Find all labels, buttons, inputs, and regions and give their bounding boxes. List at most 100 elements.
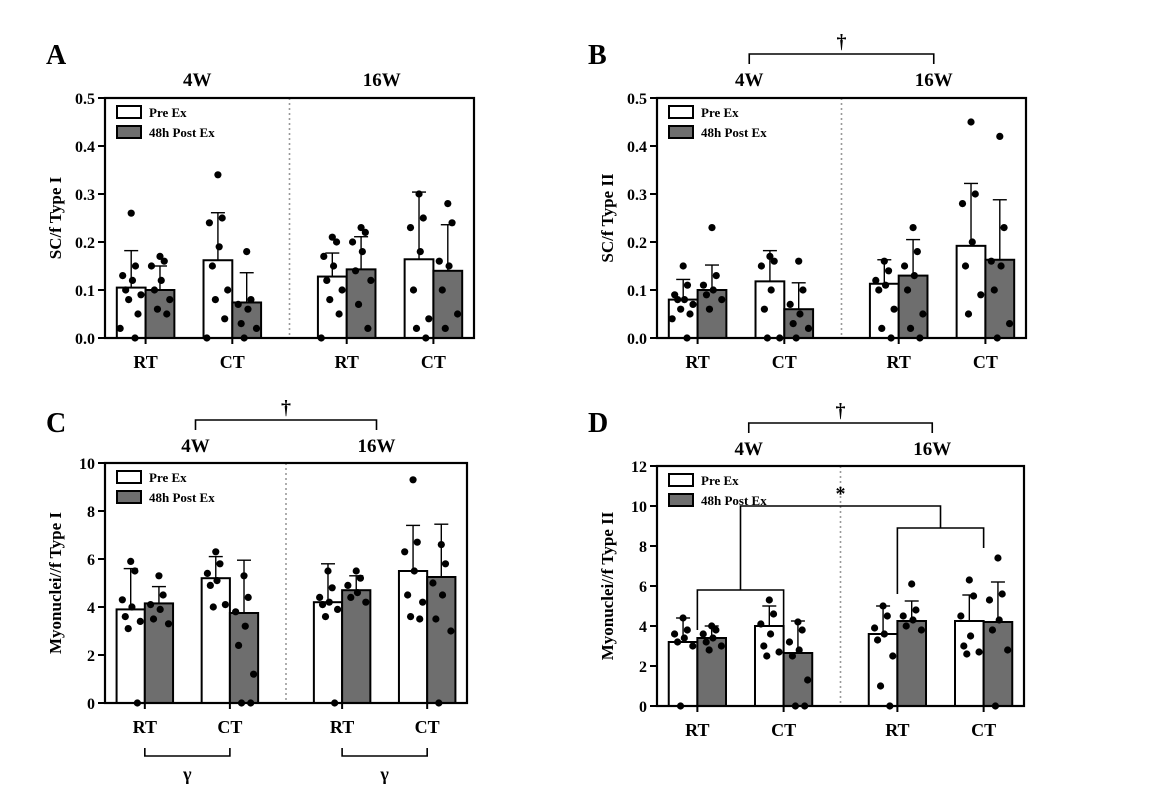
- data-point: [356, 574, 365, 582]
- data-point: [358, 248, 366, 256]
- y-tick-label: 0.1: [75, 283, 95, 300]
- y-tick-label: 8: [639, 539, 647, 556]
- data-point: [958, 200, 967, 208]
- data-point: [318, 601, 327, 609]
- data-point: [903, 286, 912, 294]
- group-label-16w: 16W: [358, 436, 396, 457]
- legend-swatch-post: [668, 493, 694, 507]
- legend-label-post: 48h Post Ex: [149, 125, 215, 140]
- data-point: [147, 262, 156, 270]
- data-point: [159, 591, 167, 599]
- dagger-symbol: †: [836, 400, 846, 422]
- group-label-4w: 4W: [735, 70, 764, 91]
- data-point: [760, 305, 768, 313]
- data-point: [717, 642, 726, 650]
- data-point: [699, 630, 707, 638]
- data-point: [136, 617, 144, 626]
- data-point: [425, 315, 433, 323]
- data-point: [250, 670, 258, 678]
- data-point: [971, 190, 979, 198]
- data-point: [415, 190, 423, 198]
- gamma-symbol: γ: [182, 764, 192, 784]
- data-point: [709, 286, 717, 294]
- data-point: [963, 650, 971, 658]
- data-point: [881, 281, 890, 289]
- data-point: [218, 214, 226, 222]
- x-category-label: RT: [885, 720, 909, 740]
- bar-pre-ex: [753, 625, 785, 707]
- comparison-bracket-top: [739, 505, 942, 590]
- data-point: [909, 616, 917, 624]
- data-point: [975, 648, 983, 656]
- data-point: [362, 598, 370, 606]
- data-point: [444, 200, 452, 208]
- data-point: [409, 286, 418, 294]
- data-point: [766, 630, 775, 638]
- data-point: [146, 601, 155, 609]
- data-point: [702, 291, 711, 299]
- data-point: [712, 272, 720, 280]
- y-tick-label: 10: [79, 456, 95, 473]
- group-label-16w: 16W: [363, 70, 401, 91]
- data-point: [325, 598, 333, 606]
- data-point: [994, 554, 1002, 562]
- data-point: [673, 638, 682, 646]
- legend-swatch-pre: [116, 105, 142, 119]
- y-tick-label: 0.4: [627, 139, 647, 156]
- y-tick-label: 0: [87, 696, 95, 713]
- data-point: [209, 603, 217, 611]
- data-point: [686, 310, 694, 318]
- data-point: [674, 296, 682, 304]
- data-point: [157, 276, 165, 284]
- data-point: [367, 276, 375, 284]
- data-point: [677, 305, 685, 313]
- y-tick-label: 0.5: [75, 91, 95, 108]
- bar-pre-ex: [667, 641, 699, 707]
- data-point: [453, 310, 462, 318]
- data-point: [967, 118, 975, 126]
- data-point: [354, 300, 363, 308]
- x-category-label: CT: [220, 352, 245, 372]
- group-label-4w: 4W: [735, 439, 764, 460]
- data-point: [153, 305, 162, 313]
- data-point: [987, 257, 995, 265]
- data-point: [208, 262, 216, 270]
- data-point: [364, 324, 372, 332]
- legend-label-post: 48h Post Ex: [701, 125, 767, 140]
- data-point: [709, 634, 717, 642]
- data-point: [757, 262, 765, 270]
- y-tick-label: 6: [639, 579, 647, 596]
- data-point: [134, 310, 142, 318]
- y-tick-label: 0.0: [75, 331, 95, 348]
- data-point: [445, 262, 453, 270]
- x-category-label: CT: [415, 717, 440, 737]
- data-point: [419, 214, 427, 222]
- data-point: [763, 652, 771, 660]
- data-point: [804, 324, 813, 332]
- data-point: [216, 560, 224, 568]
- data-point: [770, 257, 778, 265]
- y-tick-label: 0.2: [75, 235, 95, 252]
- bar-post-ex: [982, 621, 1014, 707]
- data-point: [908, 580, 916, 588]
- data-point: [131, 567, 139, 575]
- data-point: [680, 296, 689, 304]
- data-point: [799, 286, 807, 294]
- data-point: [124, 625, 132, 633]
- data-point: [977, 291, 985, 299]
- data-point: [796, 310, 804, 318]
- data-point: [121, 613, 129, 621]
- data-point: [128, 603, 136, 611]
- y-tick-label: 6: [87, 552, 95, 569]
- data-point: [243, 248, 251, 256]
- data-point: [689, 642, 697, 650]
- data-point: [437, 541, 445, 549]
- y-tick-label: 0.3: [627, 187, 647, 204]
- bar-pre-ex: [867, 633, 899, 707]
- data-point: [767, 286, 775, 294]
- y-tick-label: 4: [639, 619, 647, 636]
- data-point: [149, 615, 158, 623]
- data-point: [902, 622, 910, 630]
- data-point: [155, 572, 163, 580]
- x-category-label: RT: [685, 720, 709, 740]
